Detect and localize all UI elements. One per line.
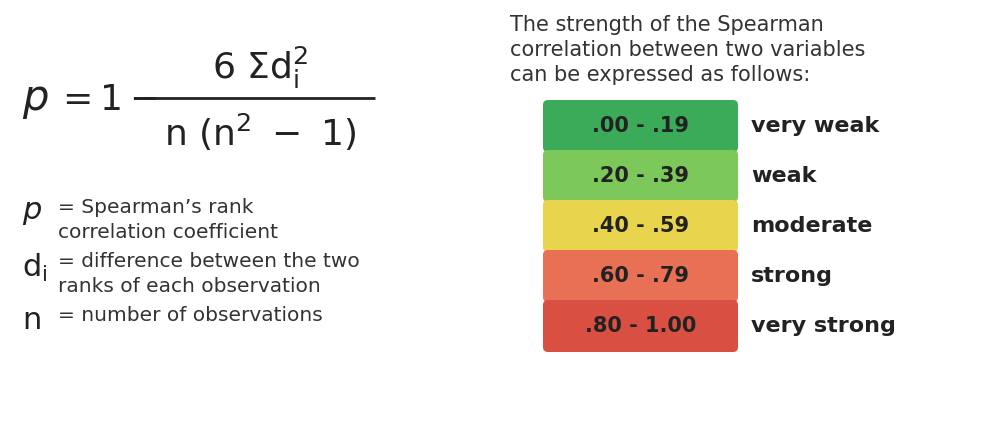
Text: weak: weak <box>751 166 816 186</box>
Text: $= 1 -$: $= 1 -$ <box>55 83 158 117</box>
Text: .20 - .39: .20 - .39 <box>592 166 689 186</box>
FancyBboxPatch shape <box>543 250 738 302</box>
Text: $6\ \Sigma\mathregular{d}_{\mathregular{i}}^{\mathregular{2}}$: $6\ \Sigma\mathregular{d}_{\mathregular{… <box>212 45 308 91</box>
Text: can be expressed as follows:: can be expressed as follows: <box>510 65 810 85</box>
Text: strong: strong <box>751 266 833 286</box>
Text: very weak: very weak <box>751 116 880 136</box>
Text: $\mathregular{n}$: $\mathregular{n}$ <box>22 306 41 335</box>
Text: $p$: $p$ <box>22 198 42 227</box>
FancyBboxPatch shape <box>543 100 738 152</box>
Text: = difference between the two: = difference between the two <box>58 252 360 271</box>
Text: = Spearman’s rank: = Spearman’s rank <box>58 198 253 217</box>
Text: moderate: moderate <box>751 216 873 236</box>
Text: $p$: $p$ <box>22 79 49 121</box>
FancyBboxPatch shape <box>543 150 738 202</box>
Text: ranks of each observation: ranks of each observation <box>58 277 321 296</box>
Text: The strength of the Spearman: The strength of the Spearman <box>510 15 824 35</box>
FancyBboxPatch shape <box>543 300 738 352</box>
Text: .60 - .79: .60 - .79 <box>592 266 689 286</box>
Text: correlation coefficient: correlation coefficient <box>58 223 278 242</box>
Text: = number of observations: = number of observations <box>58 306 323 325</box>
Text: .00 - .19: .00 - .19 <box>592 116 689 136</box>
Text: .40 - .59: .40 - .59 <box>592 216 689 236</box>
Text: $\mathregular{n}\ (\mathregular{n}^{\mathregular{2}}\ -\ 1)$: $\mathregular{n}\ (\mathregular{n}^{\mat… <box>164 111 357 153</box>
FancyBboxPatch shape <box>543 200 738 252</box>
Text: very strong: very strong <box>751 316 896 336</box>
Text: $\mathregular{d}_{\mathregular{i}}$: $\mathregular{d}_{\mathregular{i}}$ <box>22 252 48 284</box>
Text: .80 - 1.00: .80 - 1.00 <box>584 316 696 336</box>
Text: correlation between two variables: correlation between two variables <box>510 40 866 60</box>
